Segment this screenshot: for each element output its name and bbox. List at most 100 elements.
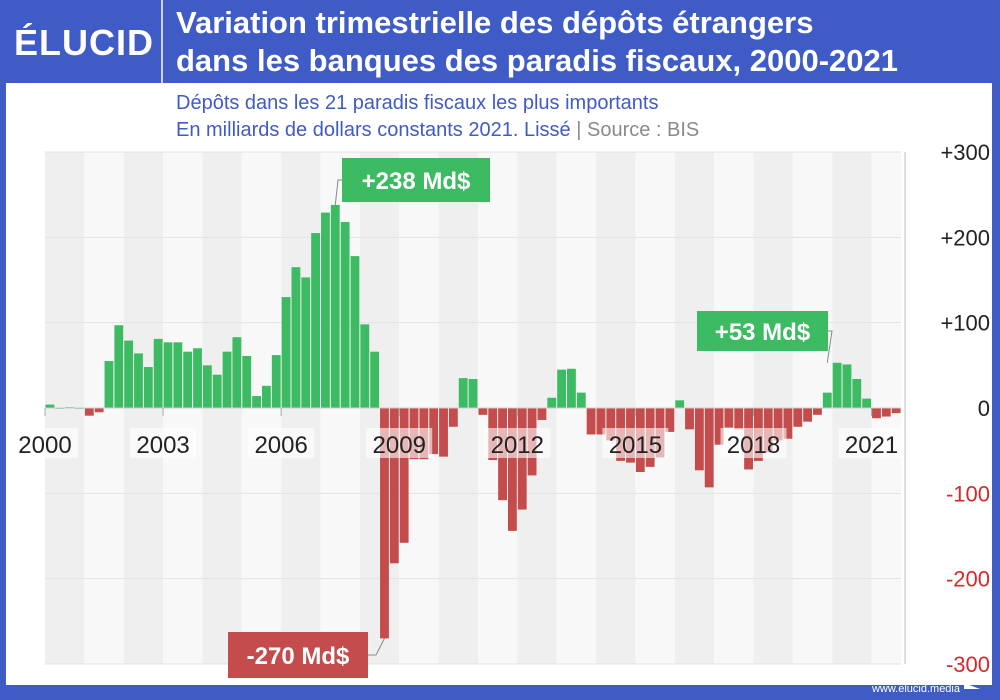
bar <box>665 408 675 432</box>
x-label-bg <box>838 428 905 458</box>
y-tick-label: -200 <box>946 567 990 592</box>
separator: | <box>576 119 582 141</box>
x-tick-label: 2006 <box>254 432 307 459</box>
bar <box>458 378 468 408</box>
bar <box>714 408 724 445</box>
bar <box>143 367 153 408</box>
bar <box>606 408 616 441</box>
y-tick-label: +200 <box>940 225 990 250</box>
x-label-bg <box>602 428 669 458</box>
bar <box>507 408 517 531</box>
bar <box>232 337 242 408</box>
bar <box>813 408 822 415</box>
bar <box>242 355 252 408</box>
bar <box>114 325 124 408</box>
x-label-bg <box>130 428 197 458</box>
bar <box>321 212 330 408</box>
bar <box>586 408 596 435</box>
bar <box>311 233 321 408</box>
x-tick-label: 2021 <box>845 432 898 459</box>
bar <box>694 408 704 471</box>
bar <box>842 364 852 408</box>
bar <box>399 408 409 543</box>
bar <box>281 297 291 408</box>
bar <box>104 361 114 408</box>
bar <box>271 355 281 408</box>
bar <box>84 408 94 416</box>
bar <box>567 368 576 408</box>
header-divider <box>161 0 163 83</box>
bar <box>557 369 567 408</box>
title-line-1: Variation trimestrielle des dépôts étran… <box>176 5 814 40</box>
bar <box>380 408 389 639</box>
bar <box>212 374 222 408</box>
bar <box>734 408 744 430</box>
y-tick-label: +300 <box>940 140 990 165</box>
bar <box>783 408 793 439</box>
elucid-logo: ÉLUCID <box>14 22 154 63</box>
footer-url[interactable]: www.elucid.media <box>871 683 960 695</box>
bar <box>183 351 193 408</box>
bar <box>724 408 734 428</box>
bar <box>45 404 55 408</box>
bar <box>370 351 380 408</box>
bar <box>685 408 694 430</box>
bar <box>124 340 134 408</box>
annotation-connector <box>826 330 833 363</box>
bar <box>94 408 104 413</box>
bar <box>468 378 478 408</box>
x-tick-label: 2003 <box>136 432 189 459</box>
annotation-box <box>697 311 828 351</box>
bar <box>193 348 202 408</box>
y-tick-label: +100 <box>940 311 990 336</box>
annotation-label: +238 Md$ <box>362 168 471 195</box>
bar <box>350 256 360 408</box>
x-tick-label: 2000 <box>18 432 71 459</box>
bar <box>173 342 183 408</box>
x-tick-label: 2009 <box>373 432 426 459</box>
annotation-box <box>228 632 368 678</box>
bar <box>340 221 350 408</box>
bar <box>803 408 813 422</box>
annotation-label: -270 Md$ <box>247 643 350 670</box>
title-line-2: dans les banques des paradis fiscaux, 20… <box>176 43 898 78</box>
annotation-connector <box>334 179 342 205</box>
bar <box>448 408 458 427</box>
bar <box>822 392 832 408</box>
subtitle-line-2: En milliards de dollars constants 2021. … <box>176 119 571 141</box>
x-tick-label: 2012 <box>491 432 544 459</box>
source: Source : BIS <box>586 119 700 141</box>
bar <box>517 408 527 510</box>
annotation-label: +53 Md$ <box>715 319 811 346</box>
bar <box>881 408 891 417</box>
bar <box>537 408 547 420</box>
bar <box>389 408 399 564</box>
x-label-bg <box>248 428 315 458</box>
elucid-flag-icon <box>964 683 980 689</box>
bar <box>547 397 557 408</box>
bar <box>872 408 881 419</box>
x-label-bg <box>12 428 78 458</box>
x-tick-label: 2015 <box>609 432 662 459</box>
bar <box>596 408 606 435</box>
bar <box>301 277 311 408</box>
bar <box>704 408 714 488</box>
annotation-box <box>342 158 490 202</box>
bar <box>153 338 163 408</box>
bar <box>675 400 685 408</box>
chart-subtitle: Dépôts dans les 21 paradis fiscaux les p… <box>176 90 699 144</box>
bar <box>202 365 212 408</box>
bar <box>478 408 488 415</box>
y-tick-label: 0 <box>978 396 990 421</box>
bar <box>832 362 842 408</box>
bar <box>134 353 143 408</box>
bar <box>862 398 872 408</box>
bar <box>891 408 901 414</box>
y-tick-label: -300 <box>946 652 990 677</box>
bar <box>330 204 340 408</box>
bar <box>852 378 862 408</box>
bar <box>439 408 448 457</box>
bar <box>163 342 173 408</box>
bar <box>291 267 301 408</box>
